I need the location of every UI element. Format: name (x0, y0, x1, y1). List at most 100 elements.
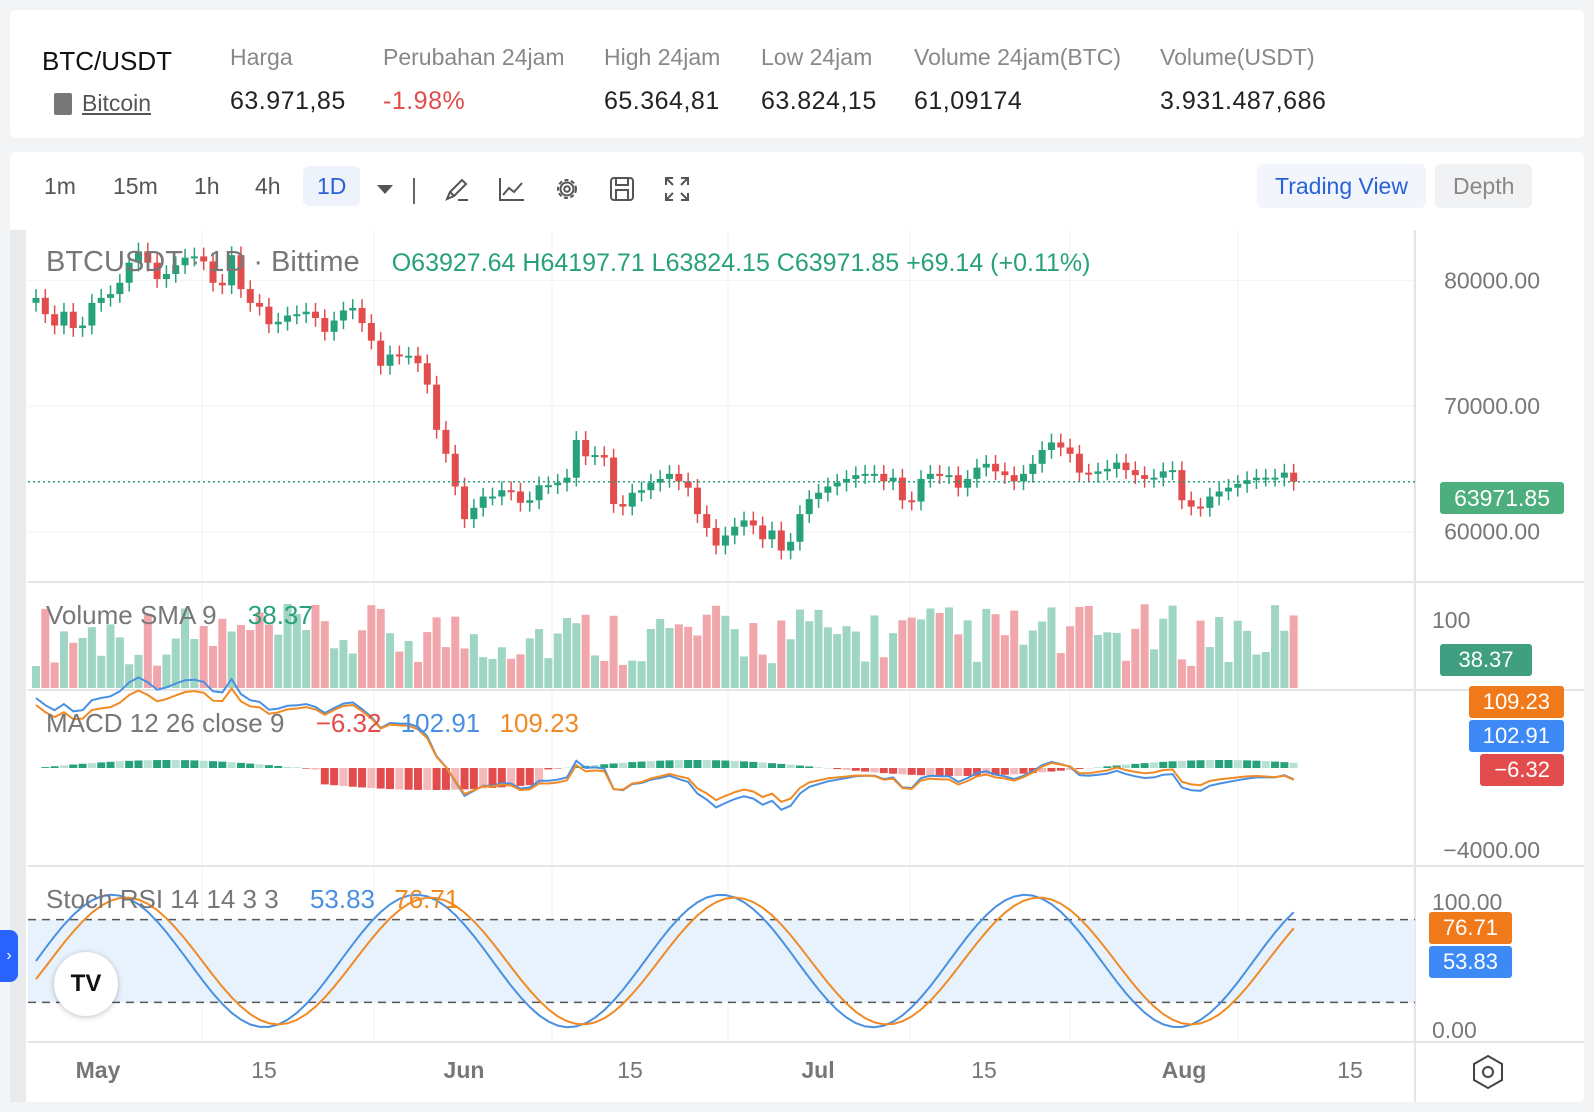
volume-bar (1121, 660, 1130, 688)
volume-bar (600, 660, 609, 688)
macd-hist-bar (69, 764, 78, 768)
macd-hist-bar (1196, 760, 1205, 768)
macd-hist-bar (786, 764, 795, 768)
volume-bar (972, 661, 981, 688)
trading-view-button[interactable]: Trading View (1257, 164, 1426, 208)
volume-bar (246, 629, 255, 688)
candlestick-chart[interactable]: 80000.00 70000.00 60000.00 100 −4000.00 100.0… (10, 230, 1584, 1102)
volume-bar (469, 634, 478, 688)
volume-bar (581, 614, 590, 688)
volume-bar (1196, 620, 1205, 688)
stoch-tick: 100.00 (1432, 889, 1502, 915)
candle-body (116, 282, 124, 295)
gear-icon[interactable] (552, 174, 582, 204)
volume-bar (404, 640, 413, 688)
stat-high: High 24jam 65.364,81 (604, 44, 720, 116)
macd-hist-bar (935, 768, 944, 776)
macd-hist-bar (1010, 768, 1019, 775)
candle-body (619, 504, 627, 507)
candle-body (162, 274, 170, 280)
candle-body (675, 473, 683, 482)
time-label: 15 (251, 1057, 277, 1083)
stat-volume-usdt: Volume(USDT) 3.931.487,686 (1160, 44, 1326, 116)
candle-body (554, 482, 562, 486)
timeframe-15m[interactable]: 15m (113, 173, 158, 199)
candle-body (1150, 477, 1158, 480)
macd-hist-bar (1019, 768, 1028, 774)
stat-change: Perubahan 24jam -1.98% (383, 44, 565, 116)
macd-hist-bar (702, 760, 711, 768)
volume-bar (171, 638, 180, 688)
candle-body (945, 475, 953, 478)
macd-hist-bar (432, 768, 441, 790)
chart-toolbar: 1m 15m 1h 4h 1D Trading View Depth (10, 152, 1584, 230)
macd-hist-bar (283, 766, 292, 768)
candle-body (833, 482, 841, 487)
candle-body (1001, 471, 1009, 476)
macd-hist-bar (1252, 760, 1261, 768)
macd-hist-bar (907, 768, 916, 775)
fullscreen-icon[interactable] (662, 174, 692, 204)
volume-legend: Volume SMA 9 38.37 (46, 600, 313, 631)
chart-area[interactable]: 80000.00 70000.00 60000.00 100 −4000.00 100.0… (10, 230, 1584, 1102)
macd-hist-bar (609, 763, 618, 768)
candle-body (1187, 500, 1195, 507)
candle-body (908, 500, 916, 503)
price-tick: 80000.00 (1444, 267, 1540, 293)
candle-body (284, 315, 292, 322)
pair-title: BTC/USDT (42, 46, 172, 76)
volume-bar (535, 629, 544, 688)
candle-body (144, 251, 152, 263)
candle-body (172, 265, 180, 274)
volume-bar (348, 653, 357, 688)
candle-body (917, 478, 925, 502)
macd-hist-bar (926, 768, 935, 776)
candle-body (861, 473, 869, 476)
volume-bar (898, 620, 907, 688)
coin-name[interactable]: Bitcoin (82, 90, 152, 116)
candle-body (246, 289, 254, 303)
coin-link[interactable]: Bitcoin (54, 90, 151, 117)
stat-value: 65.364,81 (604, 87, 720, 115)
volume-bar (339, 640, 348, 688)
volume-bar (1084, 605, 1093, 688)
macd-hist-bar (1131, 763, 1140, 768)
macd-hist-bar (730, 760, 739, 768)
sidebar-toggle[interactable]: › (0, 930, 18, 982)
tradingview-logo[interactable]: TV (54, 952, 118, 1016)
chevron-down-icon[interactable] (370, 174, 400, 204)
volume-bar (236, 625, 245, 688)
volume-bar (628, 660, 637, 688)
candle-body (200, 256, 208, 262)
candle-body (181, 257, 189, 266)
volume-bar (870, 615, 879, 688)
axis-settings-icon-center (1482, 1066, 1494, 1078)
candle-body (610, 457, 618, 505)
volume-bar (1094, 634, 1103, 688)
candle-body (377, 340, 385, 366)
candle-body (870, 473, 878, 476)
candle-body (1113, 462, 1121, 469)
candle-body (339, 310, 347, 321)
candle-body (656, 478, 664, 483)
candle-body (330, 320, 338, 332)
volume-bar (767, 663, 776, 688)
draw-icon[interactable] (442, 174, 472, 204)
timeframe-1h[interactable]: 1h (194, 173, 220, 199)
volume-tick: 100 (1432, 607, 1470, 633)
macd-hist-bar (1261, 761, 1270, 768)
macd-hist-bar (236, 762, 245, 768)
timeframe-4h[interactable]: 4h (255, 173, 281, 199)
axis-settings-icon[interactable] (1473, 1054, 1503, 1090)
indicator-icon[interactable] (497, 174, 527, 204)
macd-hist-bar (628, 762, 637, 768)
book-icon (54, 92, 72, 115)
candle-body (386, 354, 394, 366)
candle-body (824, 486, 832, 493)
candle-body (51, 314, 59, 326)
save-icon[interactable] (607, 174, 637, 204)
depth-button[interactable]: Depth (1435, 164, 1533, 208)
candle-body (479, 496, 487, 508)
timeframe-1d[interactable]: 1D (303, 166, 361, 206)
timeframe-1m[interactable]: 1m (44, 173, 76, 199)
